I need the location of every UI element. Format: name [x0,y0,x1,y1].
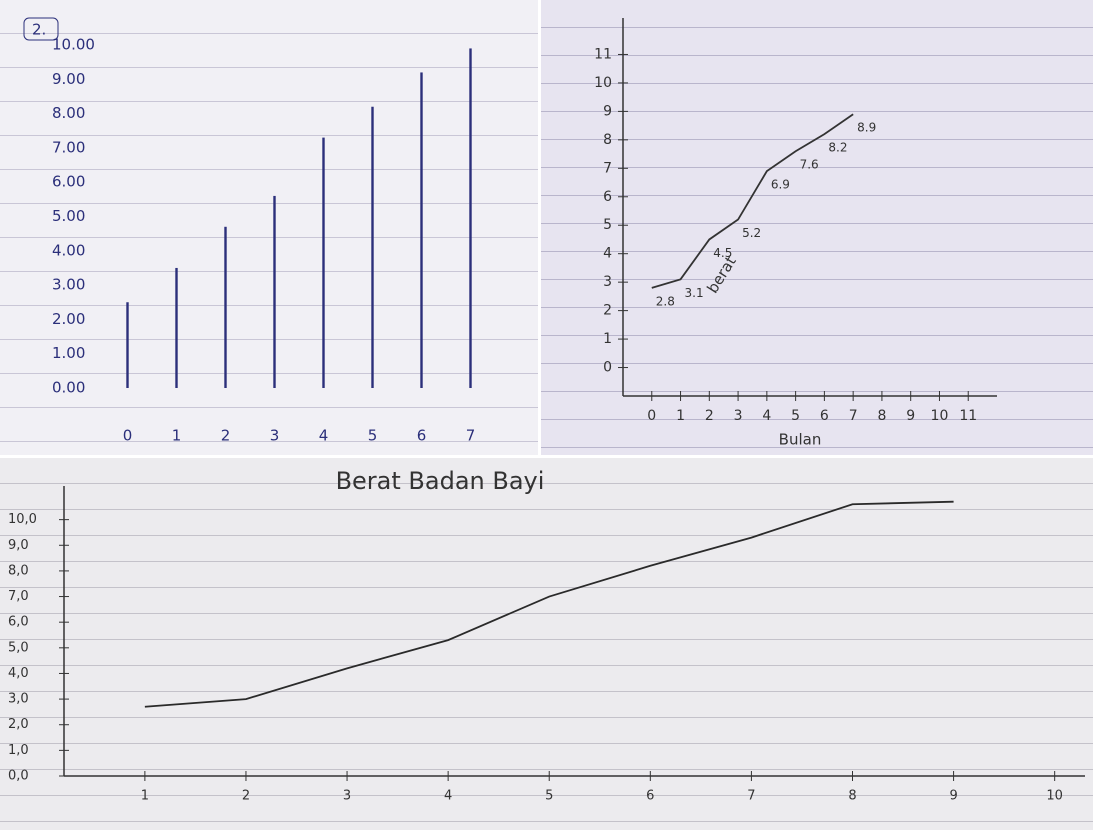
x-tick-label: 5 [368,427,378,445]
y-tick-label: 4,0 [8,666,29,681]
x-tick-label: 0 [647,408,656,424]
data-label: 2.8 [656,294,675,308]
y-tick-label: 0.00 [52,379,85,397]
x-tick-label: 9 [906,408,915,424]
y-tick-label: 2,0 [8,717,29,732]
y-tick-label: 9,0 [8,538,29,553]
x-tick-label: 2 [705,408,714,424]
x-tick-label: 1 [141,789,149,804]
y-tick-label: 11 [594,46,612,62]
y-tick-label: 10,0 [8,512,37,527]
x-tick-label: 8 [877,408,886,424]
x-tick-label: 3 [270,427,280,445]
x-tick-label: 2 [242,789,250,804]
x-tick-label: 4 [762,408,771,424]
charts: 2. Bulan berat Berat Badan Bayi 0.001.00… [0,0,1093,830]
x-tick-label: 4 [444,789,452,804]
y-tick-label: 8.00 [52,104,85,122]
data-label: 5.2 [742,226,761,240]
x-tick-label: 6 [417,427,427,445]
bar [322,138,324,388]
y-tick-label: 8,0 [8,563,29,578]
bar [126,302,128,388]
x-tick-label: 10 [1046,789,1063,804]
y-tick-label: 0,0 [8,769,29,784]
data-label: 7.6 [800,158,819,172]
y-tick-label: 6,0 [8,615,29,630]
y-tick-label: 5.00 [52,207,85,225]
y-tick-label: 7 [603,160,612,176]
y-tick-label: 10.00 [52,36,95,54]
y-tick-label: 8 [603,132,612,148]
y-tick-label: 3.00 [52,276,85,294]
bar [371,107,373,388]
y-tick-label: 4.00 [52,241,85,259]
y-tick-label: 9.00 [52,70,85,88]
x-tick-label: 1 [172,427,182,445]
data-label: 6.9 [771,178,790,192]
x-tick-label: 3 [734,408,743,424]
bar [175,268,177,388]
y-tick-label: 4 [603,246,612,262]
y-tick-label: 7.00 [52,138,85,156]
x-tick-label: 3 [343,789,351,804]
x-tick-label: 6 [820,408,829,424]
page: 2. Bulan berat Berat Badan Bayi 0.001.00… [0,0,1093,830]
bar [469,48,471,388]
bar [224,227,226,388]
x-tick-label: 9 [949,789,957,804]
x-tick-label: 5 [545,789,553,804]
y-tick-label: 7,0 [8,589,29,604]
x-tick-label: 4 [319,427,329,445]
data-label: 3.1 [685,286,704,300]
data-label: 8.9 [857,121,876,135]
bar [273,196,275,388]
y-tick-label: 6 [603,189,612,205]
y-tick-label: 9 [603,103,612,119]
x-tick-label: 7 [849,408,858,424]
y-tick-label: 2.00 [52,310,85,328]
y-tick-label: 3,0 [8,692,29,707]
y-tick-label: 0 [603,360,612,376]
y-tick-label: 6.00 [52,173,85,191]
bar [420,72,422,388]
y-tick-label: 1.00 [52,344,85,362]
y-tick-label: 10 [594,75,612,91]
data-line [652,114,853,288]
x-tick-label: 2 [221,427,231,445]
data-line [145,502,954,707]
y-tick-label: 1 [603,331,612,347]
data-label: 4.5 [713,246,732,260]
chart-title: Berat Badan Bayi [336,467,545,495]
y-tick-label: 5,0 [8,640,29,655]
y-tick-label: 5 [603,217,612,233]
x-tick-label: 7 [466,427,476,445]
x-tick-label: 8 [848,789,856,804]
x-tick-label: 7 [747,789,755,804]
x-tick-label: 1 [676,408,685,424]
chart-label: 2. [32,21,46,39]
y-tick-label: 1,0 [8,743,29,758]
y-tick-label: 2 [603,303,612,319]
x-tick-label: 10 [931,408,949,424]
x-tick-label: 11 [959,408,977,424]
x-tick-label: 0 [123,427,133,445]
data-label: 8.2 [828,141,847,155]
x-tick-label: 6 [646,789,654,804]
x-tick-label: 5 [791,408,800,424]
y-tick-label: 3 [603,274,612,290]
x-axis-label: Bulan [779,431,822,449]
